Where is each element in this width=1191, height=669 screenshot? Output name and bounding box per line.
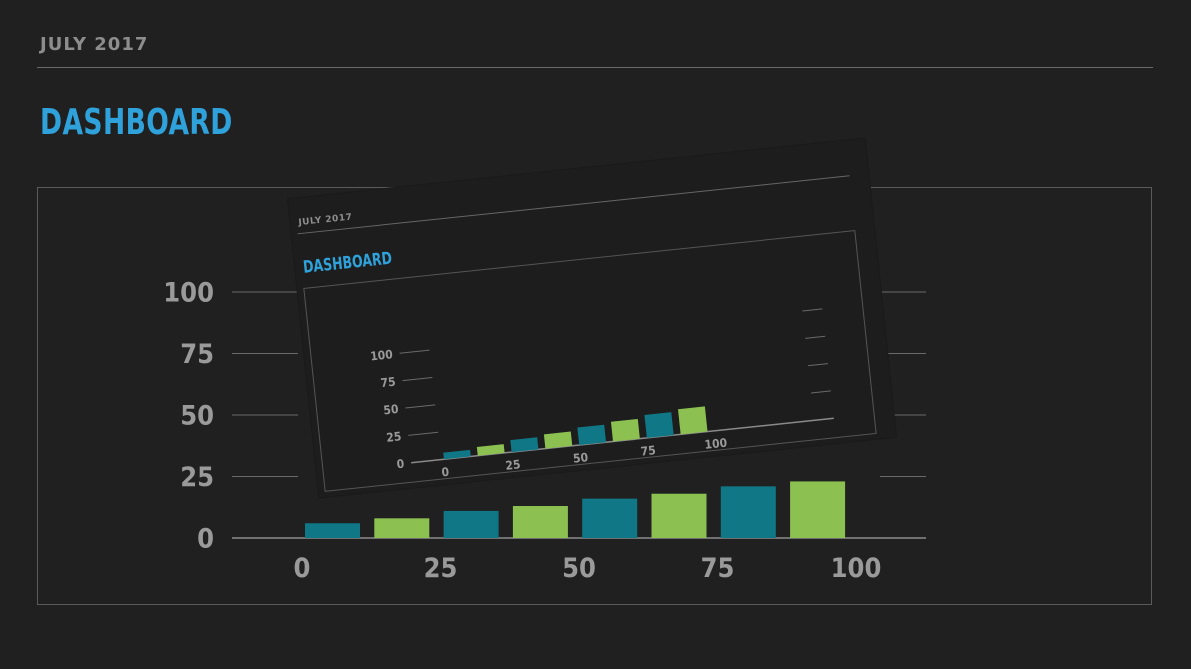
bar xyxy=(443,510,499,538)
y-tick-label: 25 xyxy=(386,429,402,444)
gridline xyxy=(399,349,430,354)
y-tick-label: 75 xyxy=(180,339,214,370)
y-tick-label: 100 xyxy=(163,277,214,308)
embedded-chart: 0 25 50 75 100 0 25 50 75 100 xyxy=(370,308,834,480)
x-tick-label: 50 xyxy=(572,450,588,465)
y-tick-label: 50 xyxy=(383,402,399,417)
bar xyxy=(582,498,638,538)
y-tick-label: 50 xyxy=(180,400,214,431)
bar xyxy=(790,481,846,538)
bar xyxy=(443,449,471,460)
y-tick-label: 0 xyxy=(197,523,214,554)
x-tick-label: 100 xyxy=(831,553,882,584)
x-tick-label: 25 xyxy=(505,457,521,472)
y-tick-label: 0 xyxy=(396,457,405,472)
gridline xyxy=(808,363,829,367)
header-divider xyxy=(37,67,1153,68)
bar xyxy=(651,493,707,538)
y-tick-label: 25 xyxy=(180,462,214,493)
gridline xyxy=(402,377,433,382)
y-tick-label: 75 xyxy=(380,375,396,390)
gridline xyxy=(802,308,823,312)
y-tick-label: 100 xyxy=(370,347,394,363)
date-label: JULY 2017 xyxy=(40,34,149,55)
x-tick-label: 0 xyxy=(441,465,450,480)
gridline xyxy=(805,335,826,339)
bar xyxy=(512,506,568,538)
gridline xyxy=(408,431,439,436)
bar xyxy=(644,412,674,438)
bar xyxy=(543,431,573,449)
x-tick-label: 75 xyxy=(640,443,656,458)
bar xyxy=(610,418,640,442)
x-tick-label: 75 xyxy=(701,553,735,584)
bar xyxy=(374,518,430,538)
x-tick-label: 50 xyxy=(562,553,596,584)
bar xyxy=(305,523,360,538)
bar xyxy=(678,406,708,435)
x-tick-label: 25 xyxy=(424,553,458,584)
bar xyxy=(577,424,607,446)
gridline xyxy=(810,390,831,394)
embedded-slide-screenshot: JULY 2017 DASHBOARD 0 25 50 75 100 0 25 50 75 100 xyxy=(287,138,897,498)
x-tick-label: 100 xyxy=(704,436,728,452)
bar xyxy=(476,444,505,456)
bar xyxy=(720,486,776,538)
x-tick-label: 0 xyxy=(294,553,311,584)
bar xyxy=(510,437,539,453)
page-title: DASHBOARD xyxy=(40,102,233,143)
gridline xyxy=(405,404,436,409)
